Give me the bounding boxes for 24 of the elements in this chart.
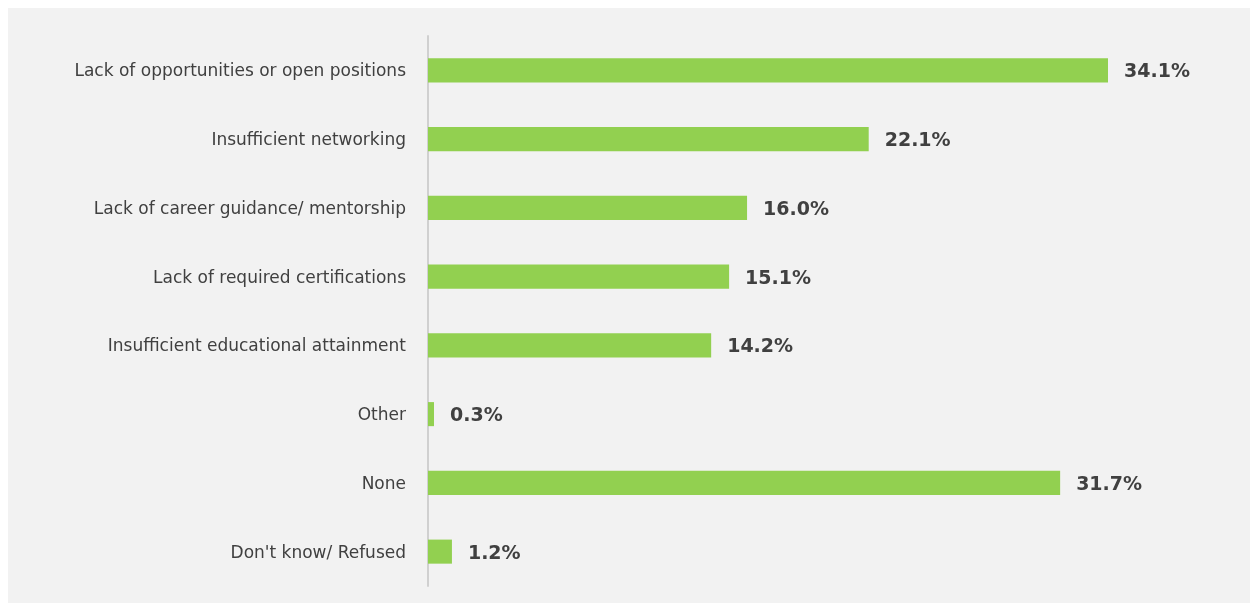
bar (428, 333, 712, 358)
data-label: 31.7% (1076, 471, 1143, 494)
data-label: 14.2% (727, 334, 794, 357)
bar (428, 402, 434, 427)
y-tick-label: Insufficient networking (211, 129, 406, 150)
data-label: 15.1% (745, 265, 812, 288)
bar (428, 195, 748, 220)
y-tick-label: Lack of opportunities or open positions (74, 60, 407, 81)
y-tick-label: Don't know/ Refused (230, 541, 406, 562)
data-label: 1.2% (467, 540, 521, 563)
bar (428, 264, 730, 289)
data-label: 22.1% (884, 128, 951, 151)
y-tick-label: Lack of required certifications (153, 266, 407, 287)
y-tick-label: Other (357, 404, 406, 425)
y-tick-label: Lack of career guidance/ mentorship (93, 197, 406, 218)
data-label: 16.0% (763, 196, 829, 219)
y-tick-label: None (361, 472, 406, 493)
y-tick-label: Insufficient educational attainment (107, 335, 407, 356)
bar (428, 470, 1061, 495)
bar (428, 539, 452, 564)
bar (428, 127, 869, 152)
bar (428, 58, 1108, 83)
data-label: 34.1% (1124, 59, 1190, 82)
data-label: 0.3% (449, 403, 503, 426)
